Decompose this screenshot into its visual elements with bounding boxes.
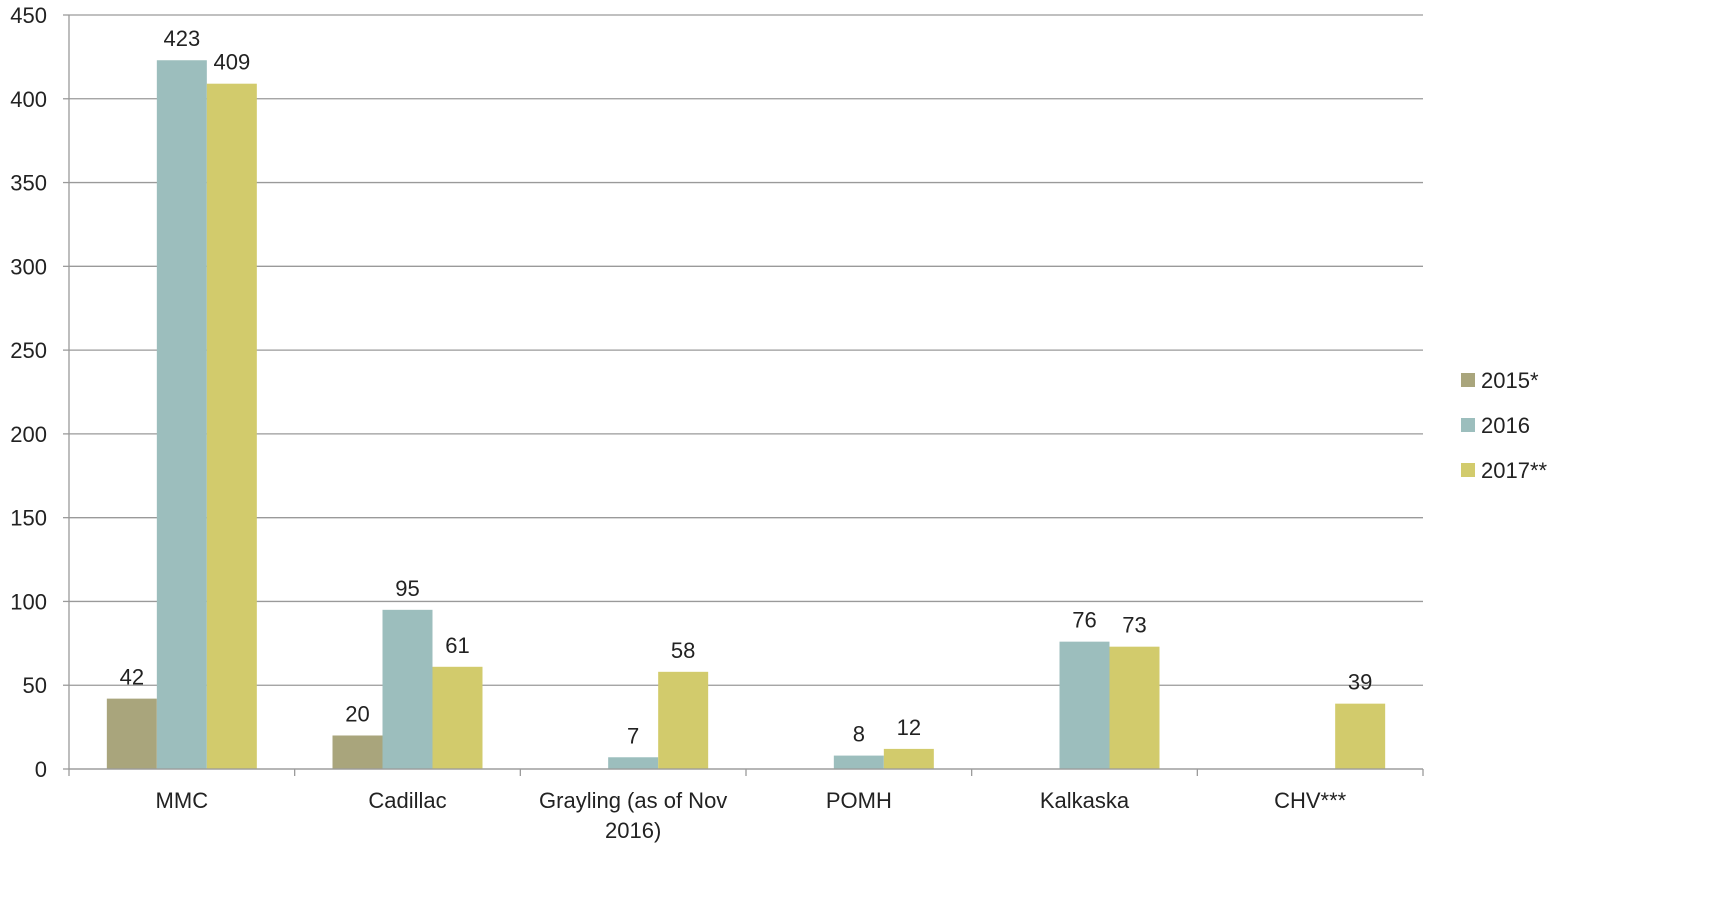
- bar: [106, 698, 157, 769]
- y-tick-labels: 0 50 100 150 200 250 300 350 400 450: [10, 3, 69, 782]
- x-tick-label: Grayling (as of Nov: [539, 788, 727, 813]
- y-tick-label: 400: [10, 87, 47, 112]
- data-label: 7: [627, 723, 639, 748]
- bar: [332, 735, 383, 769]
- data-label: 73: [1122, 613, 1146, 638]
- legend-swatch: [1461, 463, 1475, 477]
- data-label: 12: [897, 715, 921, 740]
- data-labels: 42 423 409 20 95 61 7 58 8 12 76 73 39: [120, 26, 1373, 748]
- y-tick-label: 350: [10, 171, 47, 196]
- x-tick-label: POMH: [826, 788, 892, 813]
- y-tick-label: 450: [10, 3, 47, 28]
- x-tick-label: CHV***: [1274, 788, 1347, 813]
- bar: [1109, 646, 1160, 769]
- bar: [206, 83, 257, 770]
- x-tick-label: Kalkaska: [1040, 788, 1130, 813]
- data-label: 76: [1072, 608, 1096, 633]
- bar: [156, 60, 207, 770]
- legend-swatch: [1461, 418, 1475, 432]
- bar: [432, 666, 483, 769]
- y-tick-label: 300: [10, 254, 47, 279]
- data-label: 42: [120, 665, 144, 690]
- bar: [833, 755, 884, 769]
- data-label: 58: [671, 638, 695, 663]
- bar: [883, 748, 934, 769]
- data-label: 95: [395, 576, 419, 601]
- y-tick-label: 200: [10, 422, 47, 447]
- y-tick-label: 0: [35, 757, 47, 782]
- x-tick-labels: MMC Cadillac Grayling (as of Nov 2016) POMH K…: [156, 788, 1347, 843]
- y-tick-label: 50: [23, 673, 47, 698]
- legend-label: 2015*: [1481, 368, 1539, 393]
- x-tick-label: 2016): [605, 818, 661, 843]
- y-tick-label: 250: [10, 338, 47, 363]
- gridlines: [69, 14, 1423, 770]
- x-tick-label: MMC: [156, 788, 209, 813]
- data-label: 39: [1348, 670, 1372, 695]
- bar: [382, 609, 433, 769]
- data-label: 61: [445, 633, 469, 658]
- legend: 2015* 2016 2017**: [1461, 368, 1548, 483]
- data-label: 423: [163, 26, 200, 51]
- data-label: 409: [213, 50, 250, 75]
- y-tick-label: 150: [10, 506, 47, 531]
- bar: [1059, 641, 1110, 769]
- bar: [658, 671, 709, 769]
- bar: [608, 757, 659, 769]
- x-tick-label: Cadillac: [368, 788, 446, 813]
- bars: [106, 60, 1386, 770]
- data-label: 20: [345, 701, 369, 726]
- legend-label: 2016: [1481, 413, 1530, 438]
- y-tick-label: 100: [10, 589, 47, 614]
- x-ticks: [68, 769, 1424, 776]
- bar: [1335, 703, 1386, 769]
- legend-label: 2017**: [1481, 458, 1548, 483]
- legend-swatch: [1461, 373, 1475, 387]
- data-label: 8: [853, 722, 865, 747]
